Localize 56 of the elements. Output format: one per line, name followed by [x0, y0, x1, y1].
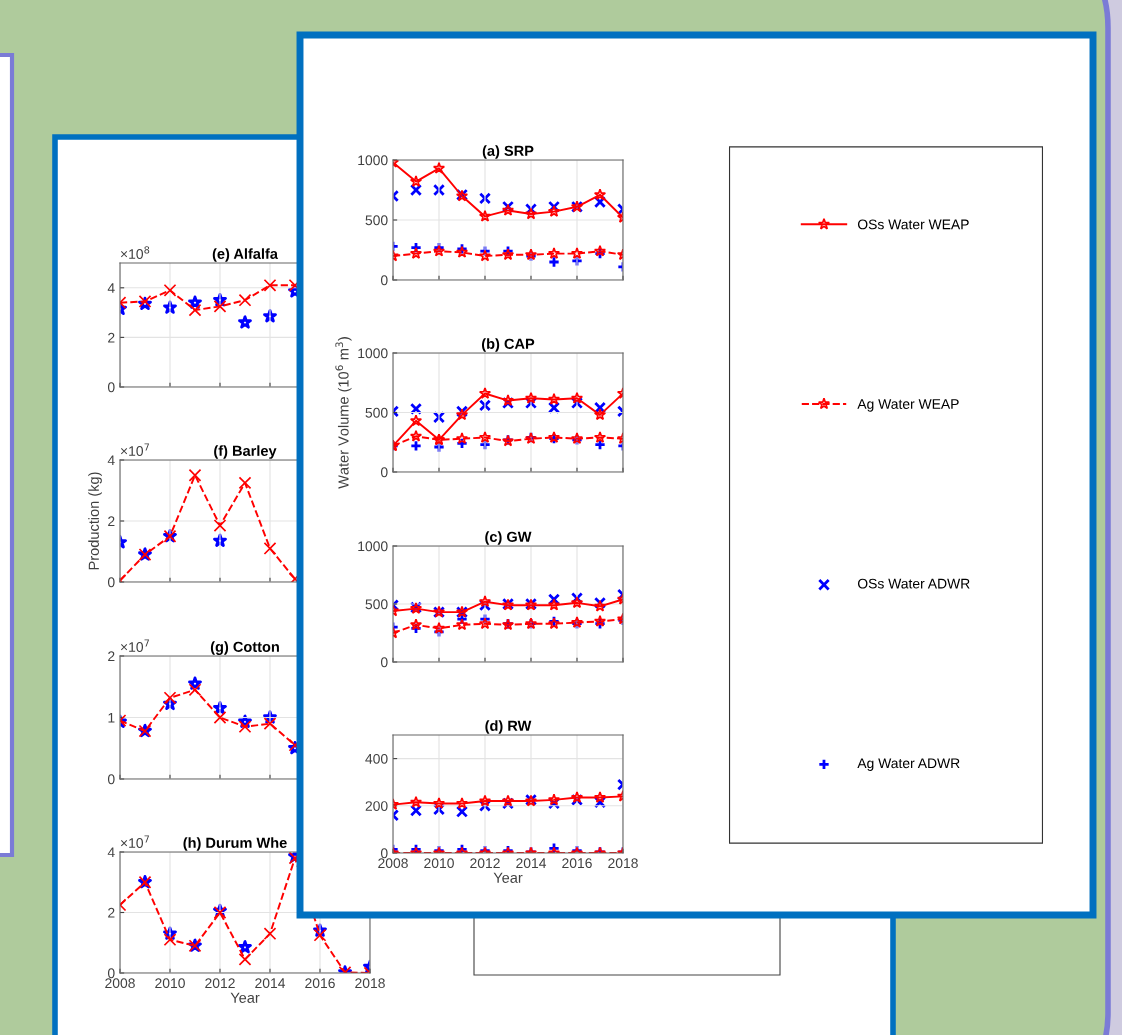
x-tick-label: 2018	[608, 858, 638, 869]
x-tick-label: 2014	[516, 858, 547, 869]
y-tick-label: 0	[107, 774, 115, 785]
x-tick-label: 2016	[305, 978, 335, 989]
y-axis-title: Production (kg)	[88, 472, 102, 570]
y-axis-title: Water Volume (10$^{6}$ m$^{3}$)	[335, 337, 352, 489]
text: ×10$^{7}$	[120, 443, 150, 456]
chart-title: (b) CAP	[482, 338, 535, 352]
x-axis-title: Year	[493, 872, 523, 883]
y-tick-label: 0	[380, 275, 388, 286]
x-tick-label: 2016	[562, 858, 592, 869]
y-tick-label: 2	[108, 516, 115, 527]
x-tick-label: 2012	[470, 858, 500, 869]
y-tick-label: 0	[107, 577, 115, 588]
y-tick-label: 1000	[358, 155, 388, 166]
y-tick-label: 1	[108, 712, 115, 723]
y-tick-label: 4	[107, 283, 115, 293]
legend-label: OSs Water WEAP	[857, 219, 969, 230]
x-tick-label: 2010	[424, 858, 454, 869]
x-tick-label: 2014	[255, 978, 286, 989]
y-tick-label: 0	[380, 657, 388, 668]
y-tick-label: 1000	[358, 348, 388, 359]
legend-label: Ag Water WEAP	[857, 399, 959, 412]
chart-title: (g) Cotton	[210, 641, 279, 655]
x-tick-label: 2012	[205, 978, 235, 989]
y-tick-label: 2	[108, 907, 115, 918]
y-tick-label: 200	[365, 801, 388, 811]
x-tick-label: 2010	[155, 978, 185, 989]
chart-title: (d) RW	[485, 720, 532, 734]
x-tick-label: 2008	[378, 858, 408, 869]
chart-title: (c) GW	[485, 531, 532, 545]
y-tick-label: 0	[380, 467, 388, 478]
y-tick-label: 500	[365, 215, 388, 226]
y-tick-label: 4	[107, 455, 115, 466]
y-tick-label: 400	[365, 753, 388, 764]
y-tick-label: 2	[108, 332, 115, 343]
x-tick-label: 2018	[355, 978, 385, 989]
text: ×10$^{7}$	[120, 835, 150, 848]
chart-title: (h) Durum Whe	[183, 837, 287, 851]
text: ×10$^{7}$	[120, 639, 150, 652]
x-axis-title: Year	[230, 992, 260, 1003]
y-tick-label: 1000	[358, 541, 388, 552]
chart-title: (a) SRP	[482, 145, 534, 159]
y-tick-label: 0	[107, 382, 115, 393]
legend-label: Ag Water ADWR	[857, 758, 960, 771]
chart-title: (f) Barley	[214, 445, 277, 459]
y-tick-label: 0	[107, 968, 115, 979]
y-tick-label: 500	[365, 407, 388, 418]
chart-title: (e) Alfalfa	[212, 248, 279, 262]
y-tick-label: 4	[107, 847, 115, 858]
legend-label: OSs Water ADWR	[857, 578, 970, 589]
x-tick-label: 2008	[105, 978, 135, 989]
y-tick-label: 500	[365, 599, 388, 610]
y-tick-label: 2	[108, 651, 115, 662]
text: ×10$^{8}$	[120, 246, 150, 259]
y-tick-label: 0	[380, 848, 388, 859]
